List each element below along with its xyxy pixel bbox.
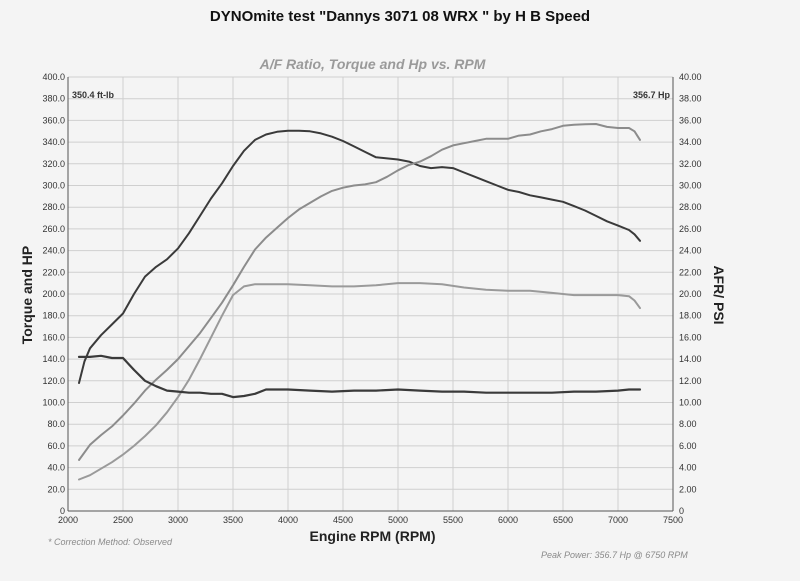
chart-subtitle: A/F Ratio, Torque and Hp vs. RPM	[259, 56, 486, 72]
y-left-tick-label: 100.0	[42, 398, 65, 408]
x-tick-label: 5000	[388, 515, 408, 525]
x-tick-label: 6500	[553, 515, 573, 525]
x-tick-label: 5500	[443, 515, 463, 525]
y-left-tick-label: 200.0	[42, 289, 65, 299]
x-tick-label: 2500	[113, 515, 133, 525]
y-right-tick-label: 36.00	[679, 115, 702, 125]
x-tick-label: 7000	[608, 515, 628, 525]
y-right-tick-label: 0	[679, 506, 684, 516]
y-left-tick-label: 360.0	[42, 115, 65, 125]
y-right-tick-label: 4.00	[679, 463, 697, 473]
hp-series-line	[78, 123, 641, 461]
y-left-tick-label: 140.0	[42, 354, 65, 364]
x-tick-label: 4500	[333, 515, 353, 525]
y-right-tick-label: 8.00	[679, 419, 697, 429]
grid	[67, 76, 674, 512]
y-right-tick-label: 14.00	[679, 354, 702, 364]
y-left-tick-label: 260.0	[42, 224, 65, 234]
y-left-tick-label: 220.0	[42, 267, 65, 277]
y-right-tick-label: 10.00	[679, 398, 702, 408]
y-right-tick-label: 6.00	[679, 441, 697, 451]
y-right-tick-label: 12.00	[679, 376, 702, 386]
y-left-tick-label: 300.0	[42, 181, 65, 191]
correction-method-note: * Correction Method: Observed	[48, 537, 173, 547]
peak-hp-label: 356.7 Hp	[633, 90, 671, 100]
y-left-tick-label: 340.0	[42, 137, 65, 147]
y-right-tick-label: 24.00	[679, 246, 702, 256]
y-right-tick-label: 22.00	[679, 267, 702, 277]
boost-psi-series-line	[78, 282, 641, 481]
y-left-tick-label: 240.0	[42, 246, 65, 256]
y-left-tick-label: 40.0	[47, 463, 65, 473]
x-tick-label: 6000	[498, 515, 518, 525]
axes	[67, 77, 674, 512]
x-tick-label: 4000	[278, 515, 298, 525]
chart-title: DYNOmite test "Dannys 3071 08 WRX " by H…	[209, 8, 591, 25]
y-left-tick-label: 160.0	[42, 332, 65, 342]
y-right-tick-label: 26.00	[679, 224, 702, 234]
y-left-tick-label: 320.0	[42, 159, 65, 169]
y-left-tick-label: 20.0	[47, 484, 65, 494]
x-tick-label: 2000	[58, 515, 78, 525]
y-left-tick-label: 380.0	[42, 94, 65, 104]
x-tick-label: 7500	[663, 515, 683, 525]
peak-power-note: Peak Power: 356.7 Hp @ 6750 RPM	[541, 550, 688, 560]
y-right-tick-label: 16.00	[679, 332, 702, 342]
peak-torque-label: 350.4 ft-lb	[72, 90, 115, 100]
y-right-tick-label: 30.00	[679, 181, 702, 191]
y-left-tick-label: 0	[60, 506, 65, 516]
y-left-tick-label: 280.0	[42, 202, 65, 212]
y-right-tick-label: 28.00	[679, 202, 702, 212]
series-lines	[77, 123, 642, 481]
y-right-tick-label: 20.00	[679, 289, 702, 299]
y-left-tick-label: 120.0	[42, 376, 65, 386]
y-right-tick-label: 38.00	[679, 94, 702, 104]
y-left-tick-label: 60.0	[47, 441, 65, 451]
x-tick-label: 3500	[223, 515, 243, 525]
y-right-tick-label: 32.00	[679, 159, 702, 169]
afr-series-line	[77, 354, 642, 399]
y-left-tick-label: 80.0	[47, 419, 65, 429]
y-right-tick-label: 18.00	[679, 311, 702, 321]
x-tick-label: 3000	[168, 515, 188, 525]
y-right-tick-label: 40.00	[679, 72, 702, 82]
tick-labels: 0 0 20.0 2.00 40.0 4.00 60.0 6.00 80.0 8.00 100.0 1…	[42, 72, 701, 525]
y-left-tick-label: 400.0	[42, 72, 65, 82]
y-right-tick-label: 34.00	[679, 137, 702, 147]
x-axis-label: Engine RPM (RPM)	[309, 528, 436, 544]
torque-series-line	[78, 129, 641, 384]
y-left-tick-label: 180.0	[42, 311, 65, 321]
y-right-tick-label: 2.00	[679, 484, 697, 494]
